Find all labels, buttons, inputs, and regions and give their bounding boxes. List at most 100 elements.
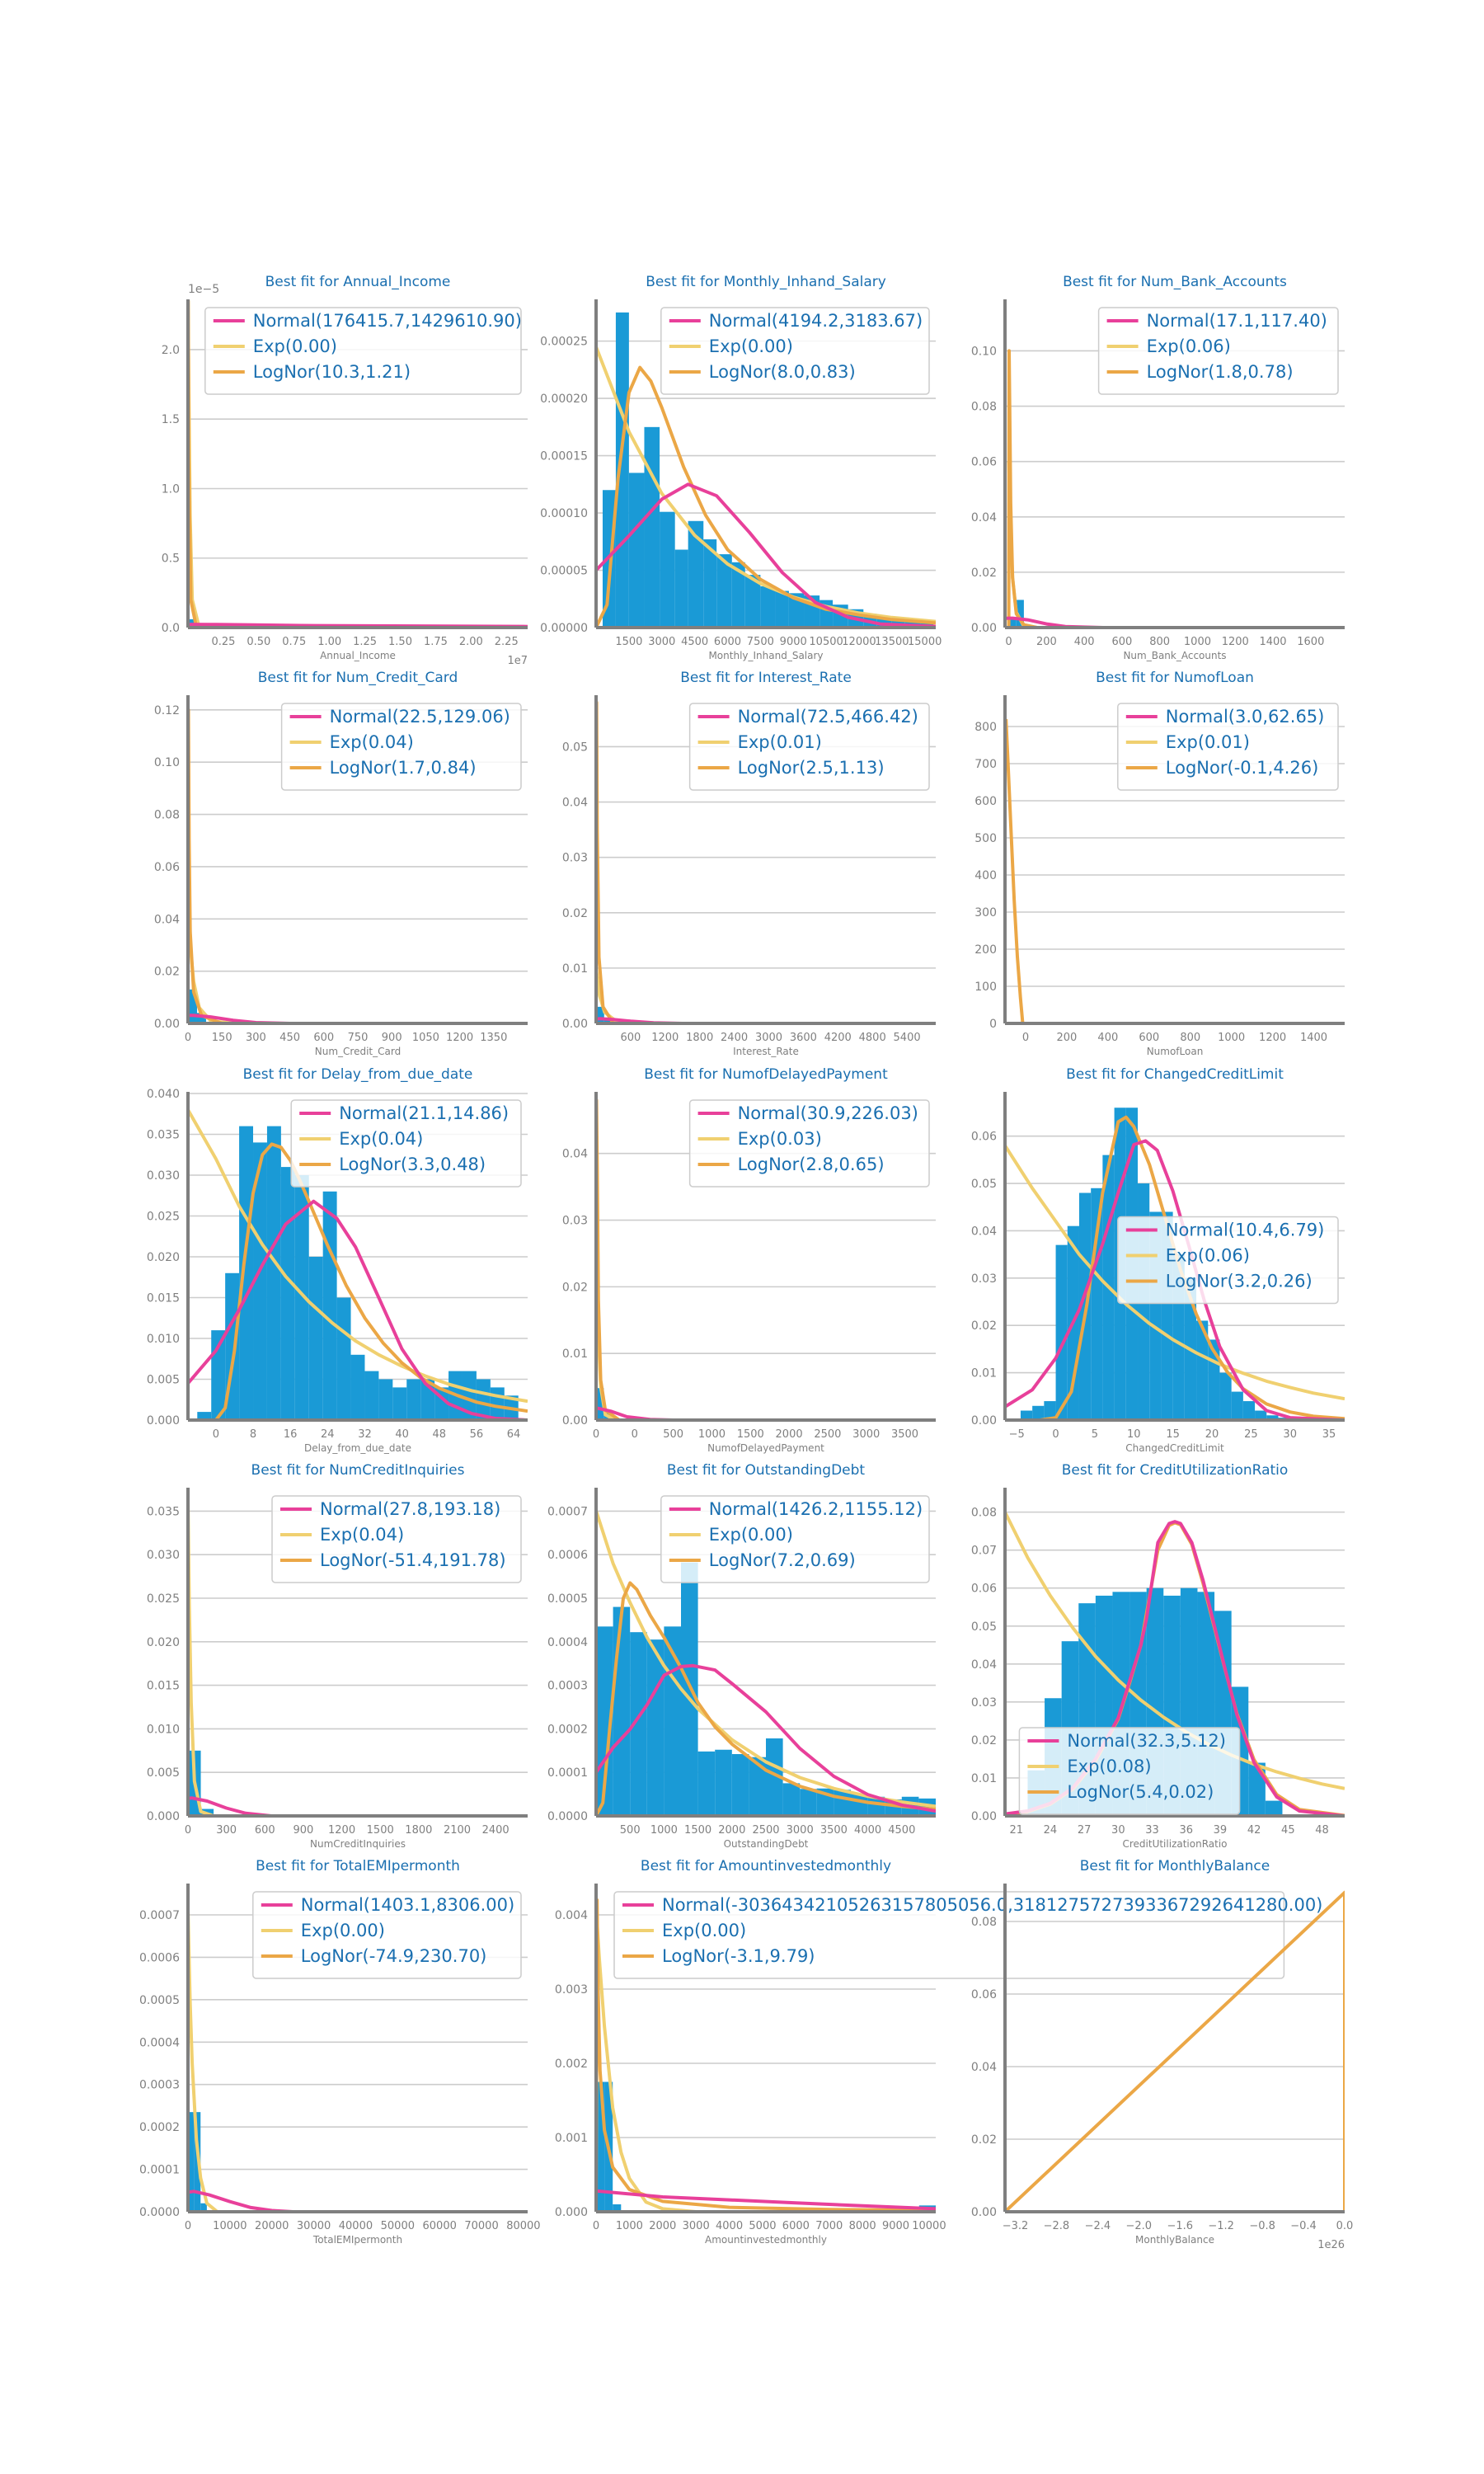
y-tick-label: 0.020 [147, 1636, 180, 1649]
chart-title: Best fit for NumofDelayedPayment [644, 1066, 888, 1083]
x-tick-label: 600 [1139, 1032, 1159, 1044]
legend-exp-label: Exp(0.00) [709, 1525, 793, 1545]
x-tick-label: 20 [1205, 1428, 1219, 1441]
x-tick-label: 1200 [446, 1032, 473, 1044]
y-tick-label: 0.01 [562, 962, 588, 976]
legend-lognorm-label: LogNor(2.5,1.13) [738, 758, 885, 778]
legend-box [688, 703, 930, 791]
x-tick-label: 600 [620, 1032, 641, 1044]
legend-lognorm-label: LogNor(2.8,0.65) [738, 1155, 885, 1174]
legend-normal-label: Normal(17.1,117.40) [1147, 311, 1327, 331]
x-tick-label: 60000 [423, 2220, 457, 2232]
normal-fit-curve [596, 2189, 936, 2211]
x-tick-label: 30000 [297, 2220, 331, 2232]
histogram-bar [188, 989, 197, 1023]
subplot-7: 0.000 0.005 0.010 0.015 0.020 0.025 0.030 0.035… [147, 1066, 528, 1454]
chart-title: Best fit for NumofLoan [1096, 670, 1254, 686]
legend-exp-label: Exp(0.00) [662, 1921, 746, 1940]
chart-title: Best fit for Delay_from_due_date [243, 1066, 473, 1083]
legend: Normal(4194.2,3183.67) Exp(0.00) LogNor(8.… [660, 307, 930, 395]
histogram-bar [1016, 600, 1024, 628]
x-axis-label: OutstandingDebt [724, 1838, 809, 1850]
x-tick-label: 1000 [698, 1428, 726, 1441]
histogram-bar [1020, 1410, 1033, 1420]
exp-fit-curve [596, 346, 936, 623]
y-tick-label: 0.035 [147, 1129, 180, 1142]
chart-title: Best fit for ChangedCreditLimit [1066, 1066, 1284, 1083]
x-axis-label: NumofLoan [1147, 1046, 1204, 1057]
y-tick-label: 1.0 [162, 482, 180, 496]
y-tick-label: 0.0004 [547, 1636, 588, 1649]
histogram-bar [1032, 1405, 1045, 1420]
y-tick-label: 0.06 [971, 1988, 997, 2001]
x-tick-label: 0 [593, 2220, 599, 2232]
x-tick-label: 2100 [444, 1824, 471, 1837]
y-tick-label: 0.08 [971, 1916, 997, 1929]
x-tick-label: −0.8 [1249, 2220, 1275, 2232]
x-tick-label: 45 [1281, 1824, 1295, 1837]
x-tick-label: 24 [321, 1428, 335, 1441]
x-tick-label: 8 [250, 1428, 256, 1441]
x-tick-label: 0 [1052, 1428, 1059, 1441]
histogram-bar [766, 1738, 783, 1816]
legend-exp-label: Exp(0.03) [738, 1129, 822, 1149]
legend-box [271, 1495, 522, 1583]
x-tick-label: 48 [432, 1428, 446, 1441]
y-tick-label: 0.0001 [139, 2164, 180, 2177]
legend-box [204, 307, 522, 395]
legend-normal-label: Normal(32.3,5.12) [1067, 1731, 1226, 1751]
y-tick-label: 0.00 [971, 2206, 997, 2219]
y-tick-label: 0.003 [555, 1983, 588, 1997]
y-tick-label: 0.0003 [139, 2079, 180, 2092]
histogram-bar [188, 2112, 195, 2212]
histogram-bar [1265, 1800, 1283, 1816]
x-tick-label: 40000 [339, 2220, 373, 2232]
y-tick-label: 0.03 [562, 852, 588, 865]
lognorm-fit-curve [596, 700, 615, 1023]
y-tick-label: 600 [974, 795, 997, 808]
x-tick-label: 10500 [809, 636, 843, 648]
normal-fit-curve [596, 1663, 936, 1813]
histogram-bar [200, 2203, 207, 2212]
y-tick-label: 0.00015 [540, 450, 588, 463]
x-offset-label: 1e7 [507, 655, 528, 667]
histogram-bar [196, 1013, 206, 1023]
legend: Normal(21.1,14.86) Exp(0.04) LogNor(3.3,0.… [290, 1099, 522, 1188]
x-tick-label: 1800 [686, 1032, 713, 1044]
y-tick-label: 0.04 [971, 2061, 997, 2074]
x-tick-label: 1500 [737, 1428, 764, 1441]
y-tick-label: 0 [989, 1018, 997, 1031]
histogram-bar [703, 539, 717, 628]
x-tick-label: −1.6 [1167, 2220, 1193, 2232]
x-tick-label: 1500 [367, 1824, 394, 1837]
x-tick-label: 64 [507, 1428, 521, 1441]
legend-exp-label: Exp(0.06) [1147, 336, 1231, 356]
y-tick-label: 0.02 [562, 907, 588, 920]
subplot-9: 0.00 0.01 0.02 0.03 0.04 0.05 0.06 −5 0 5 10 15 20 25… [971, 1066, 1345, 1454]
histogram-bar [760, 586, 776, 628]
y-tick-label: 2.0 [162, 344, 180, 357]
x-tick-label: 10000 [213, 2220, 247, 2232]
legend-exp-label: Exp(0.04) [330, 732, 414, 752]
histogram-bar [1044, 1401, 1056, 1420]
subplot-8: 0.00 0.01 0.02 0.03 0.04 0 500 1000 1500 2000 2500… [562, 1066, 936, 1454]
histogram-bar [364, 1371, 379, 1420]
y-tick-label: 0.07 [971, 1545, 997, 1558]
x-tick-label: 500 [620, 1824, 641, 1837]
legend: Normal(72.5,466.42) Exp(0.01) LogNor(2.5,1… [688, 703, 930, 791]
x-tick-label: 400 [1074, 636, 1095, 648]
y-tick-label: 0.010 [147, 1333, 180, 1346]
x-tick-label: 600 [255, 1824, 275, 1837]
histogram-bar [280, 1167, 295, 1420]
histogram-bar [596, 1006, 604, 1023]
x-tick-label: 600 [1111, 636, 1132, 648]
legend: Normal(3.0,62.65) Exp(0.01) LogNor(-0.1,4.… [1117, 703, 1339, 791]
y-tick-label: 300 [974, 906, 997, 920]
x-tick-label: 21 [1009, 1824, 1023, 1837]
x-tick-label: 1400 [1300, 1032, 1327, 1044]
y-tick-label: 0.0001 [547, 1766, 588, 1780]
legend: Normal(1426.2,1155.12) Exp(0.00) LogNor(7.… [660, 1495, 930, 1583]
legend-box [688, 1099, 930, 1188]
y-tick-label: 0.00000 [540, 622, 588, 635]
